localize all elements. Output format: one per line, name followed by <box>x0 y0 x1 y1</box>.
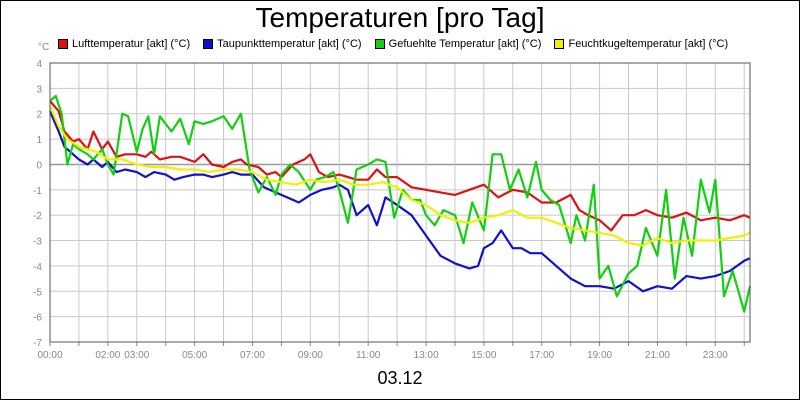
x-tick-label: 00:00 <box>37 350 62 361</box>
y-tick-label: 1 <box>36 135 42 146</box>
x-tick-label: 09:00 <box>298 350 323 361</box>
x-tick-label: 15:00 <box>471 350 496 361</box>
legend-label-gefuehlte-temperatur: Gefuehlte Temperatur [akt] (°C) <box>388 38 542 50</box>
legend-swatch-lufttemperatur <box>58 39 68 49</box>
y-tick-label: -4 <box>33 262 42 273</box>
legend-item-feuchtkugeltemperatur: Feuchtkugeltemperatur [akt] (°C) <box>554 38 728 50</box>
x-tick-label: 17:00 <box>529 350 554 361</box>
chart-title: Temperaturen [pro Tag] <box>255 2 545 33</box>
y-tick-label: 2 <box>36 110 42 121</box>
plot-border <box>49 62 751 343</box>
y-tick-label: -3 <box>33 237 42 248</box>
legend-swatch-gefuehlte-temperatur <box>374 39 385 49</box>
x-tick-label: 13:00 <box>414 350 439 361</box>
legend-label-lufttemperatur: Lufttemperatur [akt] (°C) <box>72 38 191 50</box>
series-line-feuchtkugeltemperatur <box>48 105 751 247</box>
x-tick-label: 23:00 <box>703 350 728 361</box>
y-tick-label: -1 <box>33 186 42 197</box>
legend-label-taupunkttemperatur: Taupunkttemperatur [akt] (°C) <box>217 38 362 50</box>
x-tick-label: 19:00 <box>587 350 612 361</box>
legend-item-taupunkttemperatur: Taupunkttemperatur [akt] (°C) <box>203 38 362 50</box>
date-label: 03.12 <box>377 368 423 388</box>
y-tick-label: 4 <box>36 59 42 70</box>
legend-swatch-feuchtkugeltemperatur <box>554 39 565 49</box>
x-tick-label: 11:00 <box>356 350 381 361</box>
legend: Lufttemperatur [akt] (°C) Taupunkttemper… <box>58 38 738 52</box>
x-tick-label: 21:00 <box>645 350 670 361</box>
y-tick-label: -2 <box>33 211 42 222</box>
y-tick-label: -5 <box>33 287 42 298</box>
legend-item-lufttemperatur: Lufttemperatur [akt] (°C) <box>58 38 190 50</box>
y-tick-label: 3 <box>36 84 42 95</box>
y-axis-unit: °C <box>38 42 50 53</box>
x-tick-label: 07:00 <box>240 350 265 361</box>
y-tick-label: 0 <box>36 160 42 171</box>
series-line-lufttemperatur <box>49 100 751 232</box>
x-tick-label: 02:00 <box>95 350 120 361</box>
x-tick-label: 03:00 <box>124 350 149 361</box>
series-line-gefuehlte-temperatur <box>49 94 752 313</box>
legend-label-feuchtkugeltemperatur: Feuchtkugeltemperatur [akt] (°C) <box>568 38 729 50</box>
legend-item-gefuehlte-temperatur: Gefuehlte Temperatur [akt] (°C) <box>374 38 542 50</box>
x-tick-label: 05:00 <box>182 350 207 361</box>
legend-swatch-taupunkttemperatur <box>203 39 214 49</box>
y-tick-label: -7 <box>33 338 42 349</box>
y-tick-label: -6 <box>33 313 42 324</box>
